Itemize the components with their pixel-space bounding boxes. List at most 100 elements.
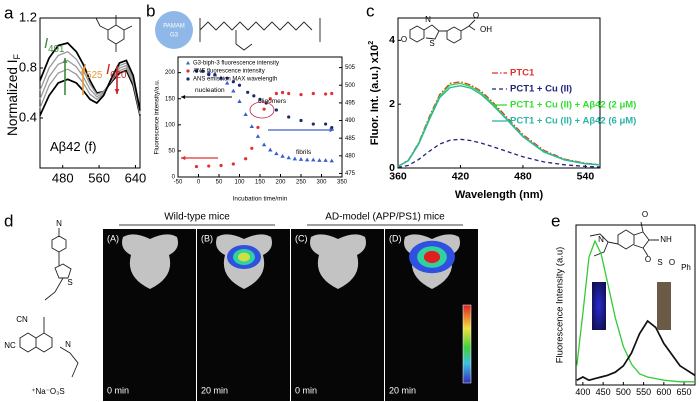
panel-label: b [146, 1, 155, 20]
y-tick-label: 0 [389, 162, 395, 174]
panel-label: e [551, 211, 560, 230]
point [237, 83, 242, 87]
point [274, 151, 279, 156]
series-line [397, 138, 601, 169]
atom-label: S [429, 39, 434, 48]
point [206, 70, 211, 75]
y-tick-label: 2 [389, 98, 395, 110]
y2-tick-label: 475 [345, 171, 356, 177]
annotation-main: fibrils [296, 149, 312, 156]
point [324, 92, 328, 96]
point [287, 115, 291, 119]
series-line [39, 42, 141, 116]
legend-label: PCT1 + Cu (II) + Aβ42 (6 μM) [510, 116, 636, 127]
point [219, 76, 223, 80]
y2-tick-label: 495 [345, 100, 356, 106]
image-label: (C) [295, 233, 308, 243]
atom-label: O [642, 210, 648, 219]
y-tick-label: 4 [389, 34, 395, 46]
point [225, 80, 230, 85]
point [231, 162, 235, 166]
point [280, 153, 285, 158]
panel-label: a [4, 3, 14, 22]
atom-label: NH [660, 235, 672, 244]
arrow-head [329, 127, 334, 133]
atom-label: CN [16, 315, 28, 324]
atom-label: O [473, 11, 479, 20]
x-tick-label: 480 [52, 170, 74, 185]
point [194, 164, 199, 169]
y-tick-label: 0.4 [19, 109, 37, 124]
point [231, 88, 236, 93]
group-label: Wild-type mice [164, 212, 230, 223]
atom-label: O [669, 258, 675, 267]
point [330, 91, 334, 96]
annotation: Aβ42 (f) [50, 139, 97, 154]
series-line [39, 62, 141, 112]
point [287, 91, 291, 96]
point [262, 107, 266, 111]
plot-frame [177, 56, 343, 178]
time-label: 20 min [389, 385, 416, 395]
time-label: 20 min [201, 385, 228, 395]
arrow-head [181, 95, 186, 99]
x-axis-label: Wavelength (nm) [455, 189, 544, 201]
x-tick-label: 0 [197, 180, 201, 186]
atom-label: Ph [681, 263, 691, 272]
group-label: AD-model (APP/PS1) mice [325, 212, 445, 223]
x-tick-label: 450 [596, 387, 611, 397]
legend-marker [186, 69, 190, 73]
arrow-head [114, 89, 120, 94]
structure-d [19, 228, 79, 378]
series-line [576, 319, 696, 382]
point [207, 164, 211, 168]
x-tick-label: 360 [389, 171, 407, 183]
time-label: 0 min [295, 385, 317, 395]
inset-image [592, 282, 606, 330]
x-tick-label: 550 [636, 387, 651, 397]
point [298, 157, 304, 161]
point [304, 157, 310, 162]
image-label: (B) [201, 233, 213, 243]
series-line [39, 59, 141, 116]
structure-sketches [19, 15, 659, 378]
point [299, 118, 303, 123]
panel-label: d [4, 211, 13, 230]
y-tick-label: 150 [165, 96, 176, 102]
x-axis-label: Incubation time/min [233, 196, 288, 203]
annotation-main: I [44, 35, 48, 52]
y-axis-label-sup: 2 [367, 41, 375, 45]
point [252, 94, 256, 98]
legend-label: PCT1 + Cu (II) + Aβ42 (2 μM) [510, 100, 636, 111]
time-label: 0 min [107, 385, 129, 395]
mouse-body [122, 234, 178, 289]
x-tick-label: 500 [616, 387, 631, 397]
panel-label: c [366, 1, 375, 20]
atom-label: ⁺Na⁻O₃S [31, 387, 65, 396]
highlight-ellipse [249, 101, 275, 119]
point [330, 125, 334, 130]
inset-label: G3 [170, 33, 179, 39]
y-tick-label: 1.2 [19, 9, 37, 24]
y2-tick-label: 480 [345, 153, 356, 159]
y-axis-label: Fluor. Int. (a.u.) x102 [367, 41, 381, 145]
y2-tick-label: 505 [345, 65, 356, 71]
annotation-main: I [106, 61, 110, 78]
y-axis-label: Normalized IF [5, 53, 23, 136]
y2-tick-label: 490 [345, 118, 356, 124]
y2-tick-label: 500 [345, 83, 356, 89]
point [268, 97, 272, 101]
point [255, 134, 261, 138]
x-tick-label: -50 [174, 180, 183, 186]
x-tick-label: 350 [337, 180, 348, 186]
x-tick-label: 100 [234, 180, 245, 186]
annotation-sub: 491 [48, 44, 64, 55]
atom-label: O [401, 35, 407, 44]
point [311, 91, 315, 96]
signal [423, 250, 441, 264]
point [299, 92, 303, 97]
point [317, 158, 322, 162]
inset-label: PAMAM [163, 24, 185, 30]
plot-frame [39, 17, 141, 169]
